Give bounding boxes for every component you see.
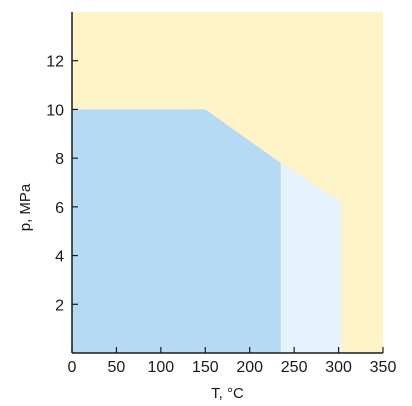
x-axis-label: T, °C	[211, 385, 244, 402]
y-tick-label: 8	[55, 151, 64, 168]
y-tick-label: 6	[55, 200, 64, 217]
region-3	[72, 109, 281, 353]
y-axis-label: p, MPa	[17, 183, 34, 231]
regions-layer	[72, 12, 383, 353]
y-tick-label: 12	[46, 54, 64, 71]
x-tick-label: 100	[148, 359, 175, 376]
y-ticks: 2 4 6 8 10 12	[46, 54, 78, 314]
x-tick-label: 350	[370, 359, 397, 376]
y-tick-label: 10	[46, 102, 64, 119]
y-tick-label: 4	[55, 249, 64, 266]
x-tick-label: 50	[108, 359, 126, 376]
x-tick-label: 0	[68, 359, 77, 376]
x-tick-label: 150	[192, 359, 219, 376]
region-2	[280, 163, 342, 353]
x-ticks: 0 50 100 150 200 250 300 350	[68, 347, 397, 376]
x-tick-label: 300	[325, 359, 352, 376]
x-tick-label: 250	[281, 359, 308, 376]
y-tick-label: 2	[55, 297, 64, 314]
x-tick-label: 200	[236, 359, 263, 376]
